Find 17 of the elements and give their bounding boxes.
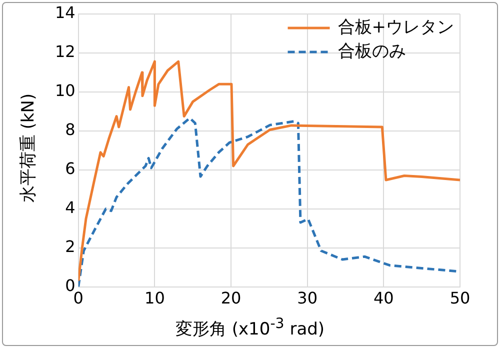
x-tick-label: 20 (220, 288, 242, 308)
y-tick-label: 10 (55, 81, 76, 100)
y-tick-label: 8 (65, 120, 76, 140)
y-tick-label: 0 (65, 276, 76, 295)
legend-label: 合板のみ (338, 41, 406, 62)
y-tick-label: 4 (65, 198, 76, 218)
x-tick-label: 50 (450, 288, 470, 308)
y-tick-label: 14 (55, 3, 76, 22)
y-tick-label: 12 (55, 42, 76, 62)
x-tick-label: 30 (297, 288, 318, 308)
y-tick-label: 2 (65, 236, 76, 256)
x-tick-label: 10 (144, 288, 165, 308)
legend-label: 合板+ウレタン (338, 17, 454, 38)
y-tick-label: 6 (65, 159, 76, 178)
y-axis-title: 水平荷重 (kN) (18, 93, 40, 203)
x-axis-title: 変形角 (x10$^{-3}$ rad) (174, 316, 326, 341)
x-tick-label: 40 (373, 288, 394, 308)
